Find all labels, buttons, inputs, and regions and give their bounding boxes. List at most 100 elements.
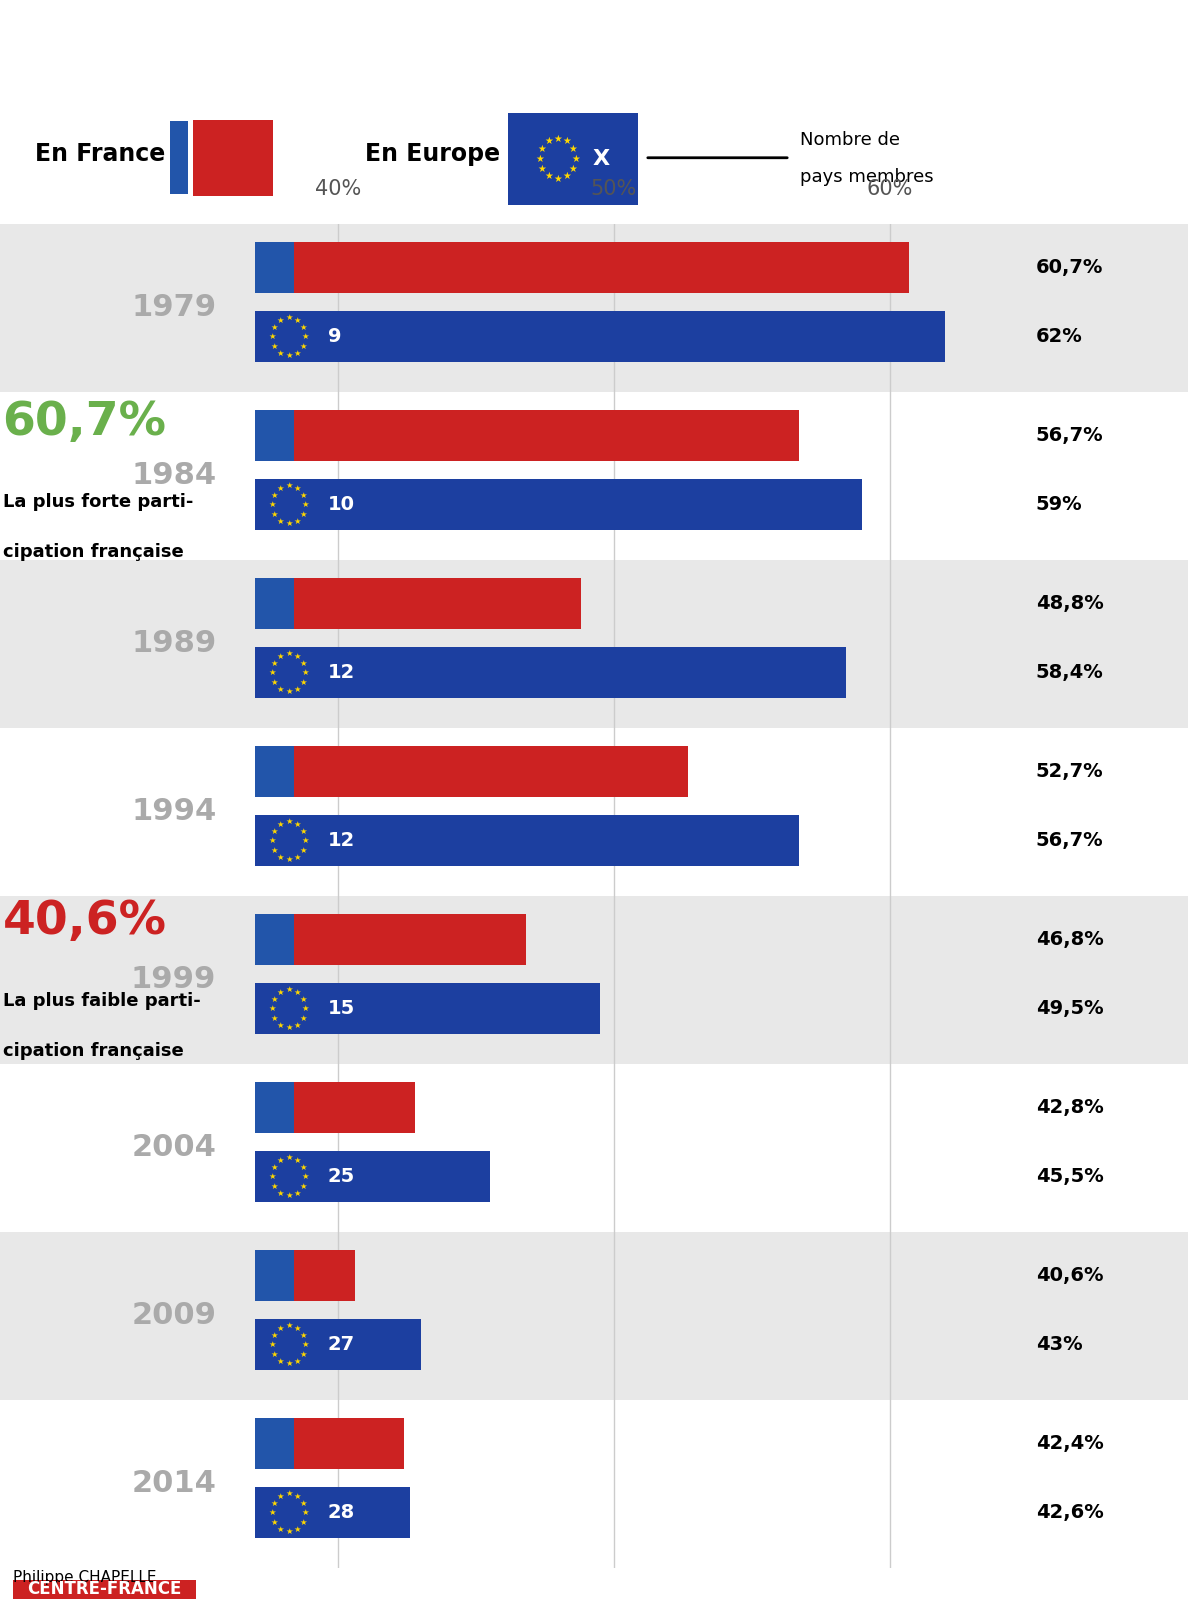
Text: ★: ★: [268, 669, 276, 677]
Bar: [293, 243, 909, 293]
Text: ★: ★: [299, 995, 307, 1003]
Bar: [293, 1083, 416, 1133]
Text: ★: ★: [277, 987, 284, 997]
Bar: [293, 411, 798, 461]
Bar: [255, 224, 1028, 392]
Bar: [255, 816, 798, 866]
Text: ★: ★: [562, 136, 570, 147]
Bar: [255, 984, 600, 1034]
Text: ★: ★: [271, 1014, 278, 1022]
Text: ★: ★: [299, 491, 307, 499]
Text: ★: ★: [271, 342, 278, 350]
Text: ★: ★: [299, 1499, 307, 1507]
Text: 2009: 2009: [131, 1301, 216, 1331]
Text: ★: ★: [293, 987, 301, 997]
Text: Philippe CHAPELLE: Philippe CHAPELLE: [13, 1570, 157, 1586]
Text: 42,6%: 42,6%: [1036, 1502, 1104, 1522]
Bar: [0, 1064, 255, 1232]
Text: ★: ★: [293, 819, 301, 829]
Text: ★: ★: [569, 163, 577, 174]
Bar: [255, 728, 1028, 896]
Text: 27: 27: [328, 1334, 355, 1354]
Text: ★: ★: [285, 688, 292, 696]
Text: ★: ★: [299, 678, 307, 686]
Text: 56,7%: 56,7%: [1036, 426, 1104, 445]
Text: 59%: 59%: [1036, 494, 1082, 514]
Text: ★: ★: [554, 134, 562, 144]
Bar: [255, 1488, 410, 1538]
Text: ★: ★: [271, 659, 278, 667]
Text: ★: ★: [271, 1350, 278, 1358]
Text: ★: ★: [302, 333, 309, 341]
Text: ★: ★: [277, 651, 284, 661]
Text: 40%: 40%: [315, 179, 361, 198]
Bar: [0, 896, 255, 1064]
Text: ★: ★: [285, 520, 292, 528]
Text: ★: ★: [293, 315, 301, 325]
Text: 42,4%: 42,4%: [1036, 1434, 1104, 1453]
Text: 1984: 1984: [131, 461, 216, 491]
Text: ★: ★: [285, 352, 292, 360]
Text: ★: ★: [554, 174, 562, 184]
Text: ★: ★: [299, 1163, 307, 1171]
Text: ★: ★: [277, 1491, 284, 1501]
Bar: [255, 243, 293, 293]
Bar: [255, 1419, 293, 1469]
Bar: [255, 1400, 1028, 1568]
Text: ★: ★: [271, 491, 278, 499]
Text: ★: ★: [537, 144, 546, 154]
Text: ★: ★: [299, 1518, 307, 1526]
Text: ★: ★: [544, 136, 552, 147]
Bar: [0, 728, 255, 896]
Text: 12: 12: [328, 830, 355, 850]
Text: ★: ★: [537, 163, 546, 174]
Text: ★: ★: [271, 510, 278, 518]
Text: En France: En France: [34, 142, 165, 166]
Text: ★: ★: [302, 1173, 309, 1181]
Text: ★: ★: [293, 1525, 301, 1534]
Text: ★: ★: [293, 517, 301, 526]
Bar: [293, 747, 688, 797]
Text: ★: ★: [277, 315, 284, 325]
Bar: [293, 1251, 355, 1301]
Text: ★: ★: [271, 323, 278, 331]
Text: ★: ★: [302, 669, 309, 677]
Text: ★: ★: [271, 1331, 278, 1339]
Text: ★: ★: [285, 856, 292, 864]
Bar: [1028, 896, 1188, 1064]
Text: 1999: 1999: [131, 965, 216, 995]
Text: ★: ★: [277, 1357, 284, 1366]
Bar: [255, 915, 293, 965]
Text: 49,5%: 49,5%: [1036, 998, 1104, 1018]
Text: ★: ★: [285, 1322, 292, 1330]
Text: ★: ★: [302, 501, 309, 509]
Text: 60,7%: 60,7%: [2, 400, 166, 445]
Bar: [13, 1579, 196, 1600]
Bar: [0, 1400, 255, 1568]
Text: ★: ★: [268, 837, 276, 845]
Text: ★: ★: [293, 1155, 301, 1165]
Text: ★: ★: [293, 1323, 301, 1333]
Text: ★: ★: [268, 333, 276, 341]
Text: ★: ★: [271, 1499, 278, 1507]
Text: 62%: 62%: [1036, 326, 1082, 346]
Text: ★: ★: [277, 349, 284, 358]
Text: En Europe: En Europe: [365, 142, 500, 166]
Bar: [1028, 392, 1188, 560]
Bar: [255, 579, 293, 629]
Text: ★: ★: [285, 818, 292, 826]
Text: ★: ★: [277, 819, 284, 829]
Bar: [1028, 728, 1188, 896]
Text: ★: ★: [302, 1005, 309, 1013]
Text: ★: ★: [271, 827, 278, 835]
Text: ★: ★: [285, 1192, 292, 1200]
Text: ★: ★: [293, 1189, 301, 1198]
Bar: [255, 1083, 293, 1133]
Text: ★: ★: [299, 342, 307, 350]
Bar: [0, 392, 255, 560]
Bar: [293, 915, 525, 965]
Text: ★: ★: [293, 853, 301, 862]
Bar: [1028, 1232, 1188, 1400]
Text: ★: ★: [302, 1509, 309, 1517]
Text: 40,6%: 40,6%: [1036, 1266, 1104, 1285]
